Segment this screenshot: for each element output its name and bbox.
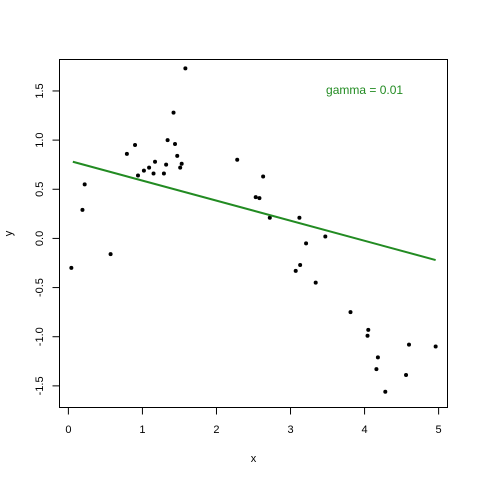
data-point [267, 215, 272, 220]
data-point [161, 171, 166, 176]
data-point [261, 174, 266, 179]
data-point [183, 66, 188, 71]
data-point [404, 373, 409, 378]
y-axis: -1.5 -1.0 -0.5 0.0 0.5 1.0 1.5 [34, 83, 60, 395]
data-point [165, 138, 170, 143]
y-axis-title: y [3, 230, 15, 236]
plot-frame [59, 59, 448, 408]
data-point [133, 143, 138, 148]
y-tick-label: -0.5 [34, 278, 46, 297]
data-point [365, 333, 370, 338]
x-tick-label: 5 [436, 424, 442, 436]
data-points [69, 66, 438, 394]
data-point [178, 165, 183, 170]
data-point [298, 262, 303, 267]
data-point [175, 153, 180, 158]
data-point [151, 171, 156, 176]
y-tick-label: 1.5 [34, 83, 46, 98]
data-point [253, 195, 258, 200]
data-point [348, 310, 353, 315]
data-point [297, 215, 302, 220]
y-tick-label: -1.5 [34, 376, 46, 395]
y-tick-label: 1.0 [34, 132, 46, 147]
data-point [375, 355, 380, 360]
data-point [173, 142, 178, 147]
x-tick-label: 3 [287, 424, 293, 436]
y-tick-label: -1.0 [34, 327, 46, 346]
data-point [304, 241, 309, 246]
data-point [82, 182, 87, 187]
data-point [406, 342, 411, 347]
x-tick-label: 2 [213, 424, 219, 436]
x-axis-title: x [251, 453, 257, 465]
data-point [141, 168, 146, 173]
data-point [257, 196, 262, 201]
y-tick-label: 0.5 [34, 182, 46, 197]
data-point [374, 367, 379, 372]
data-point [69, 265, 74, 270]
gamma-annotation: gamma = 0.01 [326, 83, 403, 97]
data-point [235, 157, 240, 162]
data-point [135, 173, 140, 178]
data-point [147, 165, 152, 170]
data-point [313, 280, 318, 285]
data-point [383, 389, 388, 394]
data-point [171, 110, 176, 115]
data-point [293, 268, 298, 273]
data-point [179, 161, 184, 166]
data-point [164, 162, 169, 167]
x-tick-label: 0 [65, 424, 71, 436]
data-point [124, 151, 129, 156]
data-point [433, 344, 438, 349]
data-point [80, 207, 85, 212]
data-point [153, 159, 158, 164]
fit-line-group [72, 160, 436, 262]
x-tick-label: 4 [362, 424, 368, 436]
y-tick-label: 0.0 [34, 231, 46, 246]
data-point [108, 252, 113, 257]
data-point [323, 234, 328, 239]
x-axis: 0 1 2 3 4 5 [65, 407, 442, 436]
fit-line [72, 160, 436, 262]
x-tick-label: 1 [139, 424, 145, 436]
data-point [366, 327, 371, 332]
